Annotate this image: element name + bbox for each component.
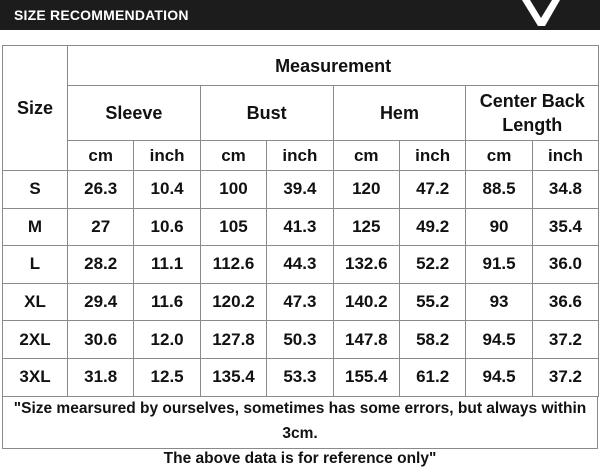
value-cell: 10.4	[133, 170, 201, 209]
value-cell: 49.2	[398, 207, 467, 247]
header-row: Size Measurement	[2, 45, 600, 171]
value-cell: 120	[332, 170, 400, 209]
value-cell: 112.6	[199, 245, 268, 284]
value-cell: 28.2	[66, 245, 135, 284]
size-cell: 3XL	[2, 357, 68, 397]
unit-header: inch	[133, 140, 201, 171]
value-cell: 29.4	[66, 282, 135, 322]
value-cell: 125	[332, 207, 400, 247]
value-cell: 53.3	[266, 357, 334, 397]
notch-inner	[530, 0, 552, 18]
unit-row: cm inch cm inch cm inch cm inch	[3, 140, 600, 171]
value-cell: 91.5	[465, 245, 533, 284]
value-cell: 39.4	[266, 170, 334, 209]
data-row: S 26.3 10.4 100 39.4 120 47.2 88.5 34.8	[2, 170, 600, 209]
value-cell: 36.6	[531, 282, 600, 322]
header-notch	[522, 0, 560, 26]
data-row: M 27 10.6 105 41.3 125 49.2 90 35.4	[2, 207, 600, 247]
group-header: Hem	[332, 85, 467, 141]
value-cell: 47.3	[266, 282, 334, 322]
group-header: Sleeve	[67, 85, 201, 141]
size-cell: S	[2, 170, 68, 209]
value-cell: 120.2	[199, 282, 268, 322]
header-title: SIZE RECOMMENDATION	[14, 7, 189, 23]
value-cell: 55.2	[398, 282, 467, 322]
value-cell: 44.3	[266, 245, 334, 284]
data-row: 2XL 30.6 12.0 127.8 50.3 147.8 58.2 94.5 37.2	[2, 320, 600, 359]
value-cell: 11.6	[133, 282, 201, 322]
size-cell: L	[2, 245, 68, 284]
value-cell: 52.2	[398, 245, 467, 284]
value-cell: 47.2	[398, 170, 467, 209]
value-cell: 155.4	[332, 357, 400, 397]
value-cell: 132.6	[332, 245, 400, 284]
size-cell: XL	[2, 282, 68, 322]
value-cell: 27	[66, 207, 135, 247]
data-row: XL 29.4 11.6 120.2 47.3 140.2 55.2 93 36.6	[2, 282, 600, 322]
value-cell: 11.1	[133, 245, 201, 284]
footer-note: "Size mearsured by ourselves, sometimes …	[2, 396, 598, 467]
value-cell: 135.4	[199, 357, 268, 397]
unit-header: cm	[332, 140, 400, 171]
footer-line: "Size mearsured by ourselves, sometimes …	[13, 400, 587, 442]
measurement-header: Measurement	[66, 45, 600, 86]
value-cell: 37.2	[531, 320, 600, 359]
value-cell: 94.5	[465, 357, 533, 397]
data-row: 3XL 31.8 12.5 135.4 53.3 155.4 61.2 94.5 37.2	[2, 357, 600, 397]
group-header: Center Back Length	[465, 85, 600, 141]
header-bar: SIZE RECOMMENDATION	[0, 0, 600, 30]
value-cell: 31.8	[66, 357, 135, 397]
unit-header: cm	[66, 140, 135, 171]
value-cell: 140.2	[332, 282, 400, 322]
value-cell: 94.5	[465, 320, 533, 359]
value-cell: 147.8	[332, 320, 400, 359]
value-cell: 41.3	[266, 207, 334, 247]
value-cell: 34.8	[531, 170, 600, 209]
data-row: L 28.2 11.1 112.6 44.3 132.6 52.2 91.5 36.0	[2, 245, 600, 284]
unit-header: inch	[398, 140, 467, 171]
value-cell: 37.2	[531, 357, 600, 397]
value-cell: 50.3	[266, 320, 334, 359]
unit-header: inch	[531, 140, 600, 171]
value-cell: 100	[199, 170, 268, 209]
value-cell: 58.2	[398, 320, 467, 359]
value-cell: 127.8	[199, 320, 268, 359]
value-cell: 10.6	[133, 207, 201, 247]
size-cell: 2XL	[2, 320, 68, 359]
value-cell: 12.0	[133, 320, 201, 359]
group-row: Sleeve Bust Hem Center Back Length	[3, 85, 600, 141]
value-cell: 12.5	[133, 357, 201, 397]
table-body: Size Measurement Sleeve Bust Hem Center Bac…	[2, 45, 600, 397]
size-table: Size Measurement Sleeve Bust Hem Center Bac…	[2, 45, 600, 397]
value-cell: 36.0	[531, 245, 600, 284]
value-cell: 105	[199, 207, 268, 247]
value-cell: 88.5	[465, 170, 533, 209]
value-cell: 90	[465, 207, 533, 247]
value-cell: 30.6	[66, 320, 135, 359]
value-cell: 93	[465, 282, 533, 322]
unit-header: cm	[199, 140, 268, 171]
value-cell: 61.2	[398, 357, 467, 397]
unit-header: cm	[465, 140, 533, 171]
group-header: Bust	[199, 85, 334, 141]
value-cell: 35.4	[531, 207, 600, 247]
value-cell: 26.3	[66, 170, 135, 209]
size-cell: M	[2, 207, 68, 247]
size-header: Size	[2, 45, 68, 171]
unit-header: inch	[266, 140, 334, 171]
